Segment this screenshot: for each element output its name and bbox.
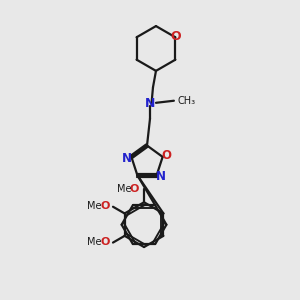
- Text: N: N: [156, 170, 166, 183]
- Text: O: O: [162, 149, 172, 162]
- Text: O: O: [130, 184, 139, 194]
- Text: O: O: [100, 201, 110, 212]
- Text: N: N: [145, 97, 155, 110]
- Text: Me: Me: [87, 237, 102, 247]
- Text: Me: Me: [87, 201, 102, 212]
- Text: O: O: [100, 237, 110, 247]
- Text: Me: Me: [117, 184, 131, 194]
- Text: CH₃: CH₃: [178, 96, 196, 106]
- Text: O: O: [171, 30, 181, 43]
- Text: N: N: [122, 152, 132, 165]
